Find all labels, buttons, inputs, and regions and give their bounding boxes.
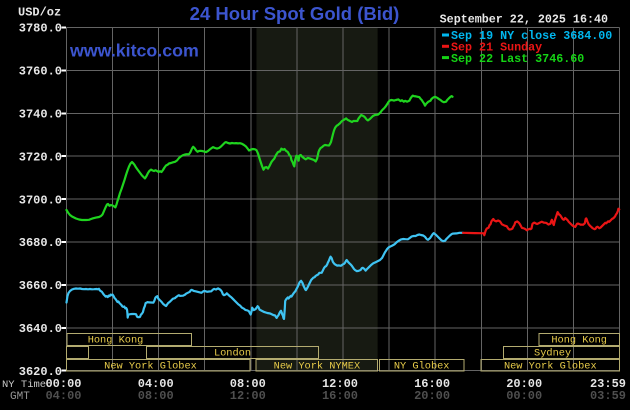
svg-text:3660.0: 3660.0 <box>19 279 62 293</box>
svg-text:Sep 19 NY close 3684.00: Sep 19 NY close 3684.00 <box>451 29 612 43</box>
svg-text:New York Globex: New York Globex <box>104 360 197 372</box>
svg-text:Sep 21 Sunday: Sep 21 Sunday <box>451 41 542 55</box>
svg-text:Hong Kong: Hong Kong <box>551 334 607 346</box>
svg-text:04:00: 04:00 <box>138 377 174 391</box>
svg-text:London: London <box>214 347 251 359</box>
svg-text:3780.0: 3780.0 <box>19 22 62 36</box>
svg-text:NY Time: NY Time <box>2 379 46 391</box>
svg-text:23:59: 23:59 <box>590 377 626 391</box>
svg-text:Hong Kong: Hong Kong <box>88 334 144 346</box>
svg-text:3680.0: 3680.0 <box>19 236 62 250</box>
svg-text:00:00: 00:00 <box>506 389 542 403</box>
svg-text:3620.0: 3620.0 <box>19 365 62 379</box>
svg-text:16:00: 16:00 <box>322 389 358 403</box>
svg-text:www.kitco.com: www.kitco.com <box>69 41 199 61</box>
svg-text:New York NYMEX: New York NYMEX <box>274 360 361 372</box>
svg-text:12:00: 12:00 <box>322 377 358 391</box>
svg-text:September 22, 2025 16:40: September 22, 2025 16:40 <box>440 13 608 27</box>
svg-text:08:00: 08:00 <box>230 377 266 391</box>
svg-text:16:00: 16:00 <box>414 377 450 391</box>
svg-text:03:59: 03:59 <box>590 389 626 403</box>
svg-text:3740.0: 3740.0 <box>19 108 62 122</box>
svg-text:12:00: 12:00 <box>230 389 266 403</box>
svg-text:04:00: 04:00 <box>45 389 81 403</box>
svg-text:20:00: 20:00 <box>414 389 450 403</box>
svg-text:3700.0: 3700.0 <box>19 193 62 207</box>
svg-text:3760.0: 3760.0 <box>19 65 62 79</box>
svg-text:00:00: 00:00 <box>45 377 81 391</box>
svg-text:Sydney: Sydney <box>534 347 571 359</box>
svg-text:3720.0: 3720.0 <box>19 150 62 164</box>
svg-text:Sep 22 Last 3746.60: Sep 22 Last 3746.60 <box>451 52 584 66</box>
svg-text:New York Globex: New York Globex <box>504 360 597 372</box>
svg-text:GMT: GMT <box>10 391 30 403</box>
svg-text:08:00: 08:00 <box>138 389 174 403</box>
svg-text:NY Globex: NY Globex <box>394 360 450 372</box>
svg-text:20:00: 20:00 <box>506 377 542 391</box>
svg-text:USD/oz: USD/oz <box>18 6 61 20</box>
svg-text:24 Hour Spot Gold (Bid): 24 Hour Spot Gold (Bid) <box>190 3 400 24</box>
svg-text:3640.0: 3640.0 <box>19 322 62 336</box>
